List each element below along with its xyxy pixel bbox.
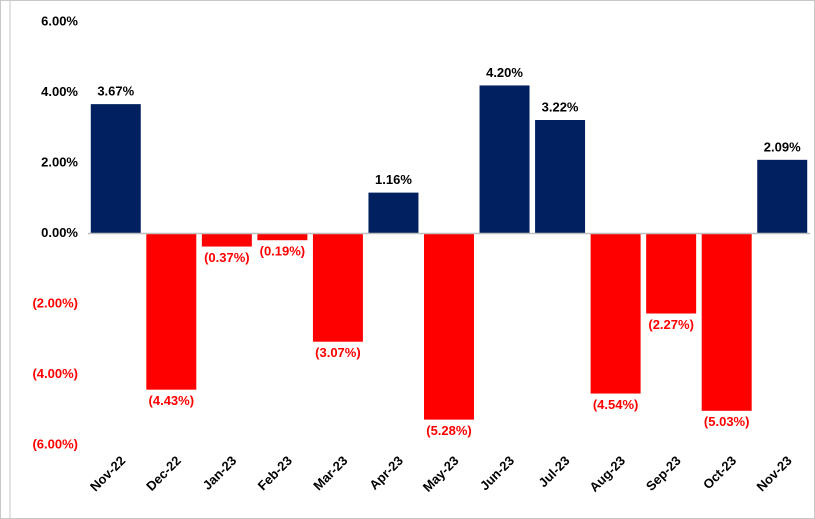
value-label: (0.19%)	[260, 244, 306, 259]
bar	[424, 233, 474, 420]
value-label: (3.07%)	[315, 345, 361, 360]
bar	[90, 104, 141, 234]
y-tick-label: 2.00%	[41, 154, 78, 169]
value-label: 1.16%	[375, 172, 412, 187]
y-tick-label: (6.00%)	[32, 436, 78, 451]
value-label: (0.37%)	[204, 250, 250, 265]
bar	[646, 233, 697, 314]
bar	[479, 85, 530, 234]
bar	[757, 159, 808, 234]
value-label: (4.43%)	[149, 393, 195, 408]
y-tick-label: (4.00%)	[32, 366, 78, 381]
y-tick-label: 0.00%	[41, 225, 78, 240]
bar	[312, 233, 363, 342]
value-label: (5.03%)	[704, 414, 750, 429]
value-label: 3.67%	[97, 84, 134, 99]
value-label: (4.54%)	[593, 397, 639, 412]
value-label: 4.20%	[486, 65, 523, 80]
value-label: (2.27%)	[648, 317, 694, 332]
bar	[590, 233, 641, 394]
bar	[535, 119, 586, 234]
bar	[201, 233, 252, 247]
bar	[146, 233, 197, 390]
y-tick-label: 4.00%	[41, 84, 78, 99]
bar	[368, 192, 419, 234]
bar	[257, 233, 308, 241]
bar	[701, 233, 752, 411]
value-label: 3.22%	[542, 99, 579, 114]
y-tick-label: 6.00%	[41, 13, 78, 28]
y-tick-label: (2.00%)	[32, 295, 78, 310]
value-label: (5.28%)	[426, 423, 472, 438]
value-label: 2.09%	[764, 139, 801, 154]
